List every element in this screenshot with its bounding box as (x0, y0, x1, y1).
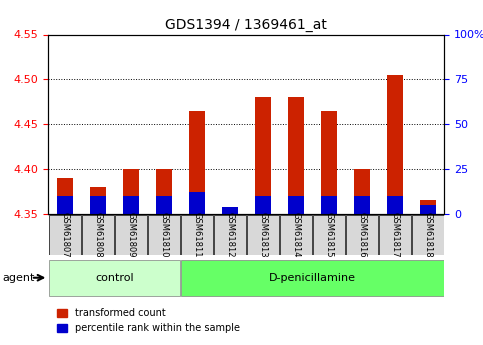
Text: agent: agent (2, 273, 35, 283)
Text: GSM61818: GSM61818 (424, 212, 432, 257)
Text: GSM61808: GSM61808 (93, 212, 102, 257)
Bar (255, 97, 271, 214)
FancyBboxPatch shape (181, 260, 444, 296)
FancyBboxPatch shape (49, 215, 81, 255)
FancyBboxPatch shape (379, 215, 411, 255)
Text: GSM61817: GSM61817 (390, 212, 399, 257)
Bar (57, 178, 73, 214)
Bar (420, 200, 436, 214)
Bar (156, 196, 172, 214)
Bar (287, 97, 304, 214)
Bar (123, 196, 139, 214)
Bar (354, 169, 370, 214)
Bar (386, 75, 403, 214)
Text: GSM61813: GSM61813 (258, 212, 267, 257)
FancyBboxPatch shape (115, 215, 147, 255)
Text: GSM61807: GSM61807 (60, 212, 69, 257)
Bar (89, 196, 106, 214)
Text: GSM61811: GSM61811 (192, 212, 201, 257)
FancyBboxPatch shape (82, 215, 114, 255)
Title: GDS1394 / 1369461_at: GDS1394 / 1369461_at (165, 18, 327, 32)
FancyBboxPatch shape (49, 260, 180, 296)
FancyBboxPatch shape (280, 215, 312, 255)
Bar (354, 196, 370, 214)
Text: GSM61810: GSM61810 (159, 212, 168, 257)
Text: GSM61812: GSM61812 (226, 212, 234, 257)
Bar (255, 196, 271, 214)
Legend: transformed count, percentile rank within the sample: transformed count, percentile rank withi… (53, 305, 243, 337)
Bar (156, 169, 172, 214)
Bar (321, 196, 337, 214)
FancyBboxPatch shape (214, 215, 246, 255)
Text: GSM61814: GSM61814 (291, 212, 300, 257)
FancyBboxPatch shape (313, 215, 345, 255)
FancyBboxPatch shape (247, 215, 279, 255)
FancyBboxPatch shape (346, 215, 378, 255)
Bar (222, 209, 238, 214)
Bar (89, 187, 106, 214)
Text: control: control (95, 273, 134, 283)
Bar (222, 207, 238, 214)
Text: GSM61816: GSM61816 (357, 212, 366, 257)
Bar (123, 169, 139, 214)
Bar (57, 196, 73, 214)
FancyBboxPatch shape (148, 215, 180, 255)
Bar (420, 205, 436, 214)
Bar (188, 193, 205, 214)
Bar (321, 111, 337, 214)
Text: GSM61809: GSM61809 (127, 212, 135, 257)
Bar (386, 196, 403, 214)
FancyBboxPatch shape (181, 215, 213, 255)
Bar (188, 111, 205, 214)
Text: D-penicillamine: D-penicillamine (269, 273, 356, 283)
Bar (287, 196, 304, 214)
Text: GSM61815: GSM61815 (325, 212, 333, 257)
FancyBboxPatch shape (412, 215, 444, 255)
